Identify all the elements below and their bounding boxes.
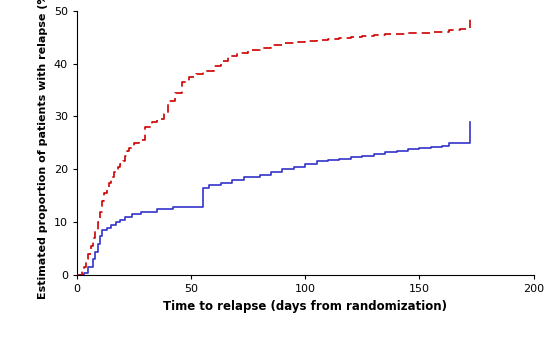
Y-axis label: Estimated proportion of patients with relapse (%): Estimated proportion of patients with re…	[39, 0, 48, 299]
X-axis label: Time to relapse (days from randomization): Time to relapse (days from randomization…	[163, 300, 447, 313]
